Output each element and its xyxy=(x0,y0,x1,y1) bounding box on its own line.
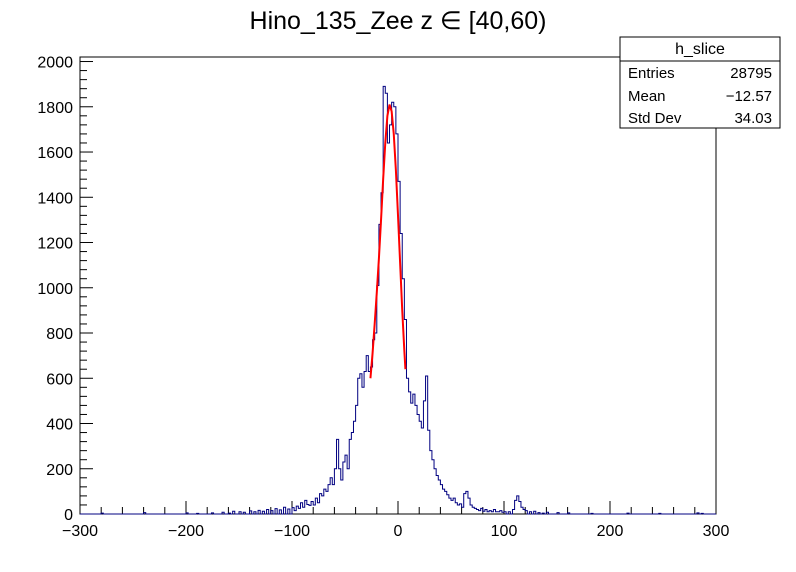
x-tick-label: 300 xyxy=(703,523,730,540)
stats-box-frame xyxy=(619,36,781,129)
y-tick-labels: 0 200 400 600 800 1000 1200 1400 1600 1800 2000 xyxy=(37,55,73,524)
fit-curve xyxy=(369,104,407,379)
y-tick-label: 600 xyxy=(46,371,73,388)
stats-box: h_slice Entries 28795 Mean −12.57 Std De… xyxy=(619,36,781,129)
stats-entries-value: 28795 xyxy=(730,65,772,82)
y-tick-label: 800 xyxy=(46,326,73,343)
x-tick-label: −200 xyxy=(168,523,204,540)
y-tick-label: 2000 xyxy=(37,55,73,72)
y-tick-label: 1800 xyxy=(37,100,73,117)
histogram-series xyxy=(80,85,716,515)
y-tick-label: 1200 xyxy=(37,236,73,253)
y-tick-label: 1600 xyxy=(37,145,73,162)
x-tick-label: 0 xyxy=(394,523,403,540)
x-tick-labels: −300 −200 −100 0 100 200 300 xyxy=(62,523,729,540)
y-tick-label: 1000 xyxy=(37,281,73,298)
y-tick-label: 400 xyxy=(46,417,73,434)
stats-mean-label: Mean xyxy=(628,88,666,105)
x-tick-label: 100 xyxy=(491,523,518,540)
y-tick-label: 0 xyxy=(64,507,73,524)
stats-box-title: h_slice xyxy=(675,41,725,58)
axis-ticks xyxy=(79,61,717,515)
histogram-step-line xyxy=(80,85,716,515)
stats-mean-value: −12.57 xyxy=(726,88,772,105)
x-tick-label: −100 xyxy=(274,523,310,540)
y-tick-label: 200 xyxy=(46,462,73,479)
stats-stddev-label: Std Dev xyxy=(628,110,682,127)
x-tick-label: −300 xyxy=(62,523,98,540)
chart-title: Hino_135_Zee z ∈ [40,60) xyxy=(250,7,547,35)
stats-entries-label: Entries xyxy=(628,65,675,82)
y-tick-label: 1400 xyxy=(37,190,73,207)
stats-stddev-value: 34.03 xyxy=(734,110,772,127)
x-tick-label: 200 xyxy=(597,523,624,540)
